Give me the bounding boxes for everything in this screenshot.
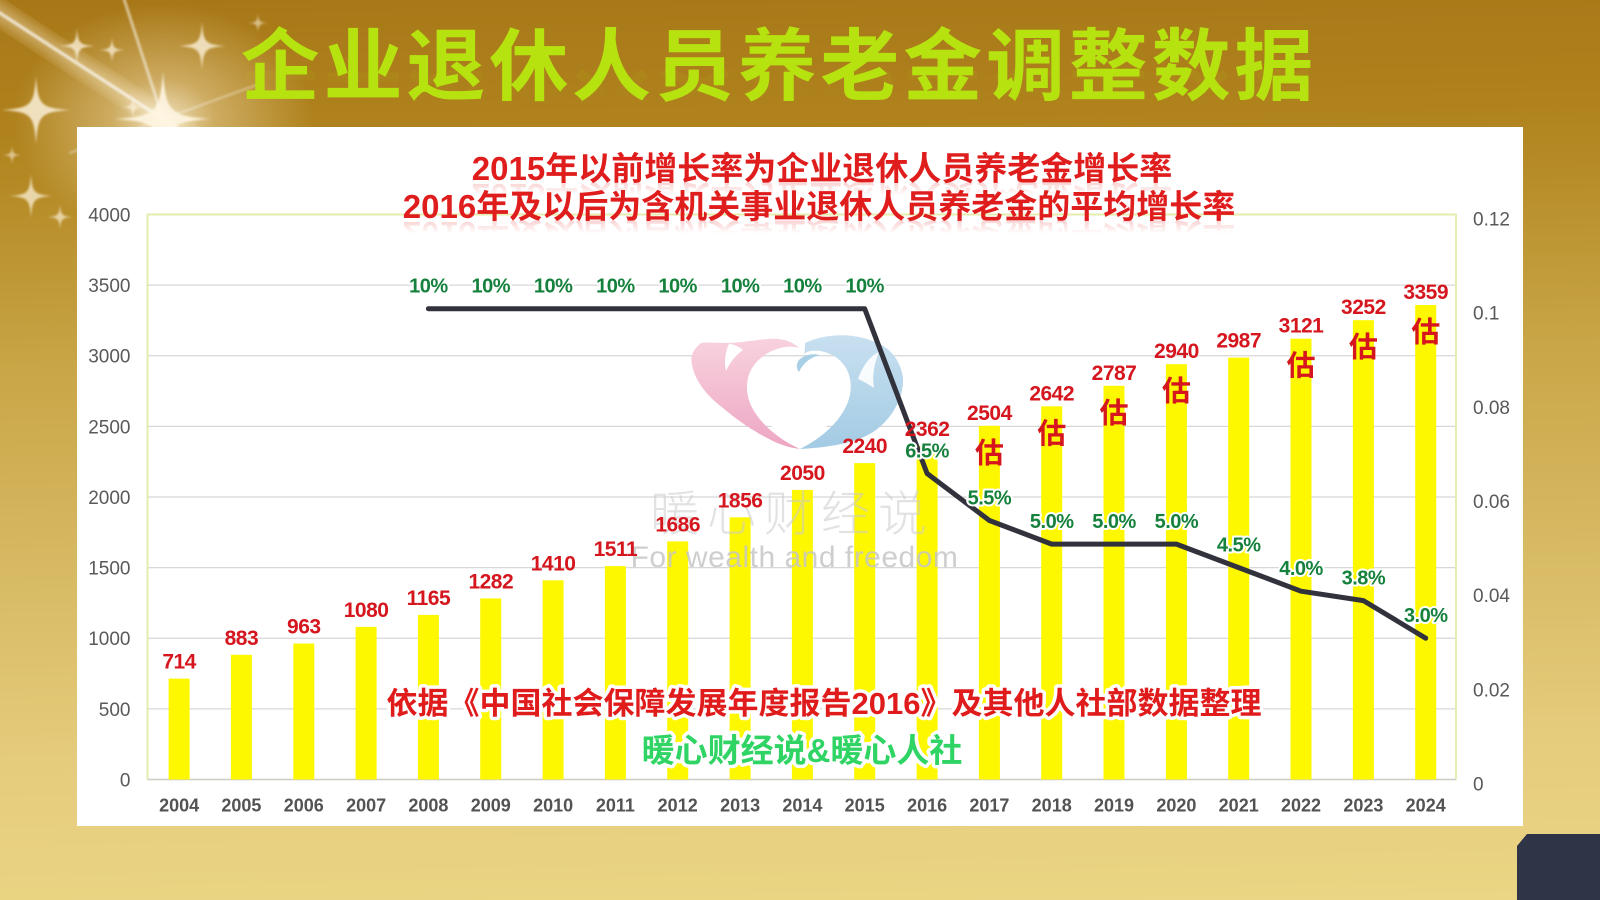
svg-text:10%: 10%: [409, 270, 448, 299]
svg-text:2023: 2023: [1343, 796, 1383, 816]
svg-text:1080: 1080: [344, 594, 389, 624]
svg-text:2021: 2021: [1219, 796, 1259, 816]
svg-text:2500: 2500: [88, 417, 130, 438]
svg-text:估: 估: [1411, 309, 1440, 351]
svg-text:2013: 2013: [720, 796, 760, 816]
svg-text:3359: 3359: [1403, 276, 1448, 306]
svg-text:2017: 2017: [969, 796, 1009, 816]
svg-text:10%: 10%: [596, 270, 635, 299]
svg-text:10%: 10%: [472, 270, 511, 299]
svg-text:0.12: 0.12: [1473, 210, 1510, 231]
svg-text:2012: 2012: [658, 796, 698, 816]
svg-text:0: 0: [120, 770, 131, 791]
svg-text:2007: 2007: [346, 796, 386, 816]
svg-text:500: 500: [99, 700, 131, 721]
svg-text:2005: 2005: [221, 796, 261, 816]
svg-text:估: 估: [1286, 343, 1315, 385]
svg-text:1165: 1165: [407, 582, 451, 612]
svg-text:2019: 2019: [1094, 796, 1134, 816]
svg-text:1000: 1000: [88, 629, 130, 650]
svg-text:714: 714: [162, 646, 196, 676]
svg-text:估: 估: [1037, 410, 1066, 452]
svg-text:5.0%: 5.0%: [1030, 505, 1074, 534]
svg-text:10%: 10%: [658, 270, 697, 299]
svg-text:10%: 10%: [721, 270, 760, 299]
svg-text:1686: 1686: [655, 508, 700, 538]
svg-text:估: 估: [1099, 390, 1128, 432]
svg-text:10%: 10%: [783, 270, 822, 299]
svg-text:0.02: 0.02: [1473, 680, 1510, 701]
svg-text:2362: 2362: [905, 413, 950, 443]
svg-text:5.0%: 5.0%: [1155, 505, 1199, 534]
svg-text:2004: 2004: [159, 796, 199, 816]
svg-text:963: 963: [287, 611, 321, 641]
svg-text:3252: 3252: [1341, 291, 1386, 321]
svg-text:2642: 2642: [1029, 377, 1074, 407]
svg-text:1856: 1856: [718, 484, 763, 514]
svg-text:For wealth and freedom: For wealth and freedom: [631, 541, 959, 574]
svg-text:10%: 10%: [534, 270, 573, 299]
svg-text:2504: 2504: [967, 397, 1013, 427]
svg-text:3.8%: 3.8%: [1342, 562, 1386, 591]
svg-text:估: 估: [975, 430, 1004, 472]
svg-text:3121: 3121: [1279, 310, 1325, 340]
svg-text:2010: 2010: [533, 796, 573, 816]
svg-text:1410: 1410: [531, 547, 576, 577]
svg-text:暖心财经说: 暖心财经说: [650, 475, 935, 546]
svg-text:2011: 2011: [596, 796, 635, 816]
svg-text:1282: 1282: [468, 565, 513, 595]
svg-text:3000: 3000: [88, 347, 130, 368]
svg-text:依据《中国社会保障发展年度报告2016》及其他人社部数据整理: 依据《中国社会保障发展年度报告2016》及其他人社部数据整理: [387, 678, 1262, 723]
svg-text:2000: 2000: [88, 488, 130, 509]
svg-text:2024: 2024: [1406, 796, 1446, 816]
svg-text:2240: 2240: [842, 430, 887, 460]
svg-text:4.5%: 4.5%: [1217, 529, 1261, 558]
svg-text:2987: 2987: [1216, 325, 1261, 355]
svg-text:2020: 2020: [1156, 796, 1196, 816]
svg-text:1500: 1500: [88, 559, 130, 580]
svg-text:0.1: 0.1: [1473, 304, 1499, 325]
svg-text:883: 883: [225, 622, 259, 652]
svg-text:3.0%: 3.0%: [1404, 599, 1448, 628]
svg-text:2015: 2015: [845, 796, 885, 816]
svg-text:0.08: 0.08: [1473, 398, 1510, 419]
svg-text:暖心财经说&暖心人社: 暖心财经说&暖心人社: [642, 724, 963, 772]
svg-text:估: 估: [1162, 368, 1191, 410]
svg-text:2018: 2018: [1032, 796, 1072, 816]
svg-text:0.06: 0.06: [1473, 492, 1510, 513]
svg-text:3500: 3500: [88, 276, 130, 297]
svg-text:2016: 2016: [907, 796, 947, 816]
svg-text:5.5%: 5.5%: [968, 482, 1012, 511]
svg-text:2940: 2940: [1154, 335, 1199, 365]
svg-text:2050: 2050: [780, 457, 825, 487]
svg-text:4.0%: 4.0%: [1279, 552, 1323, 581]
svg-text:10%: 10%: [845, 270, 884, 299]
svg-text:估: 估: [1349, 324, 1378, 366]
svg-text:6.5%: 6.5%: [905, 435, 949, 464]
svg-text:2787: 2787: [1092, 357, 1137, 387]
svg-text:2008: 2008: [408, 796, 448, 816]
svg-text:2009: 2009: [471, 796, 511, 816]
svg-text:2014: 2014: [782, 796, 822, 816]
svg-text:0: 0: [1473, 775, 1484, 796]
svg-text:0.04: 0.04: [1473, 586, 1510, 607]
svg-text:4000: 4000: [88, 205, 130, 226]
svg-text:5.0%: 5.0%: [1092, 505, 1136, 534]
svg-text:1511: 1511: [594, 533, 638, 563]
svg-text:2006: 2006: [284, 796, 324, 816]
svg-text:2022: 2022: [1281, 796, 1321, 816]
